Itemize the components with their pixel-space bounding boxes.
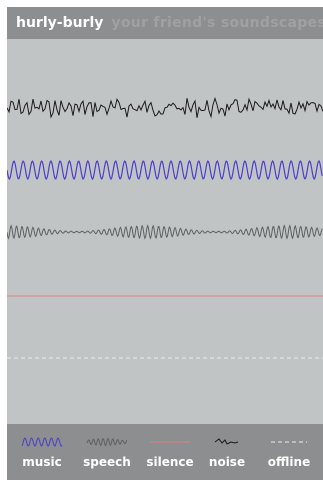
silence-line-icon	[150, 441, 190, 443]
legend-label-music: music	[22, 455, 62, 469]
music-wave-icon	[21, 437, 63, 447]
soundscape-display	[7, 96, 323, 359]
legend-item-noise[interactable]: noise	[195, 424, 259, 480]
legend-label-speech: speech	[83, 455, 131, 469]
legend-bar: music speech silence noise offline	[7, 424, 323, 480]
app-title[interactable]: hurly-burly	[16, 15, 104, 31]
legend-label-offline: offline	[267, 455, 311, 469]
app-subtitle: your friend's soundscapes	[111, 15, 323, 31]
music-channel[interactable]	[7, 159, 323, 181]
speech-wave-icon	[86, 437, 128, 447]
offline-line-icon	[271, 441, 307, 443]
legend-item-music[interactable]: music	[10, 424, 74, 480]
legend-item-offline[interactable]: offline	[257, 424, 321, 480]
legend-item-speech[interactable]: speech	[75, 424, 139, 480]
legend-label-silence: silence	[146, 455, 194, 469]
legend-item-silence[interactable]: silence	[138, 424, 202, 480]
speech-channel[interactable]	[7, 224, 323, 240]
noise-wave-icon	[214, 438, 239, 445]
app-frame: hurly-burly your friend's soundscapes mu…	[7, 7, 323, 480]
header-bar: hurly-burly your friend's soundscapes	[7, 7, 323, 39]
legend-label-noise: noise	[208, 455, 246, 469]
noise-channel[interactable]	[7, 96, 323, 119]
